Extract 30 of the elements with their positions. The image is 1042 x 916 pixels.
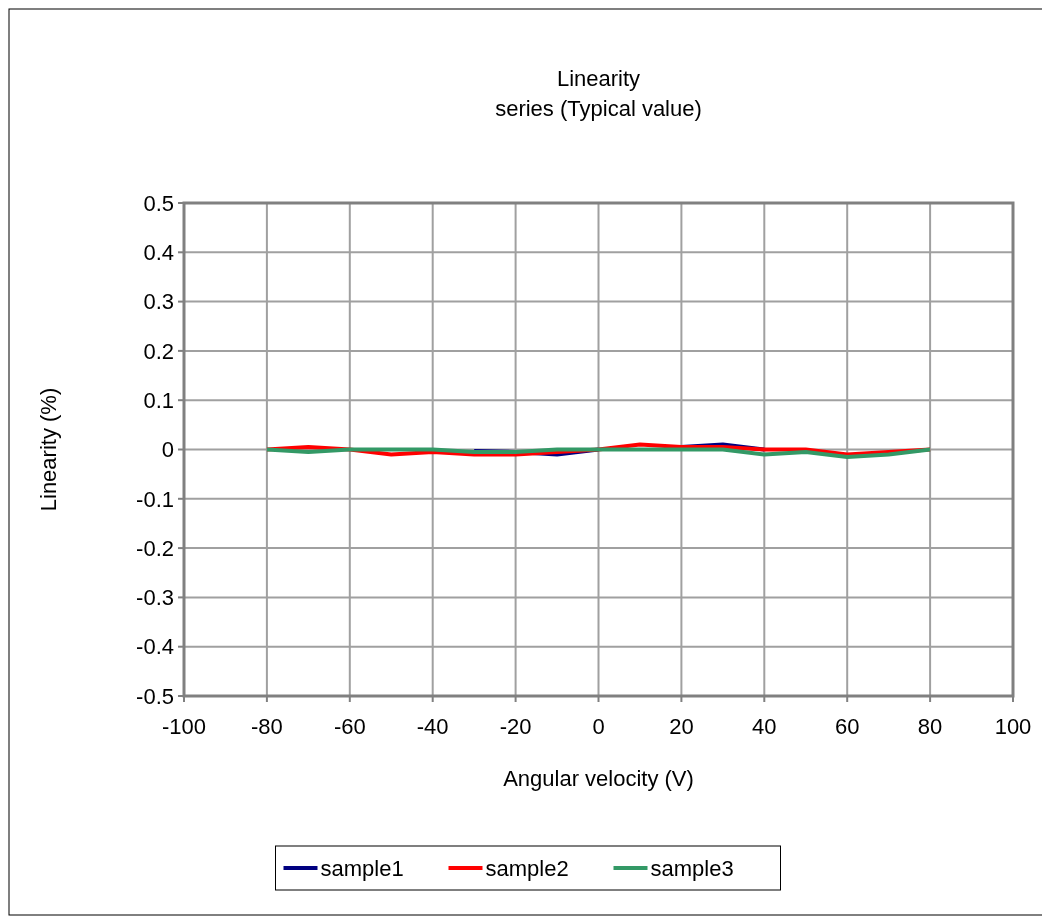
y-tick-label: 0.2 [143, 338, 174, 364]
x-tick-label: 20 [669, 714, 694, 739]
line-series [264, 447, 933, 459]
legend-label: sample2 [485, 855, 569, 881]
x-tick-label: -20 [499, 714, 532, 739]
x-tick-label: -60 [333, 714, 366, 739]
x-tick-label: 0 [592, 714, 605, 739]
chart-subtitle: series (Typical value) [495, 96, 702, 121]
x-tick-label: 80 [917, 714, 943, 739]
x-axis-title: Angular velocity (V) [503, 766, 694, 791]
x-tick-label: -40 [416, 714, 449, 739]
y-tick-label: 0.4 [143, 240, 174, 265]
y-axis-title: Linearity (%) [36, 387, 61, 512]
x-tick-label: 60 [834, 714, 860, 739]
y-tick-label: 0 [161, 437, 174, 463]
y-tick-label: -0.5 [136, 683, 174, 709]
y-tick-label: -0.1 [136, 486, 174, 512]
y-tick-label: 0.3 [143, 289, 174, 315]
y-tick-label: -0.3 [136, 585, 174, 611]
x-tick-label: 40 [752, 714, 777, 739]
y-tick-label: 0.5 [143, 190, 174, 216]
legend-label: sample1 [320, 855, 404, 881]
y-tick-label: 0.1 [143, 387, 174, 413]
chart-title: Linearity [556, 66, 641, 91]
x-tick-label: 100 [994, 714, 1032, 739]
y-tick-label: -0.4 [136, 634, 174, 660]
x-tick-label: -100 [161, 714, 207, 739]
y-tick-label: -0.2 [136, 535, 174, 561]
legend-label: sample3 [650, 855, 734, 881]
x-tick-label: -80 [251, 714, 283, 739]
